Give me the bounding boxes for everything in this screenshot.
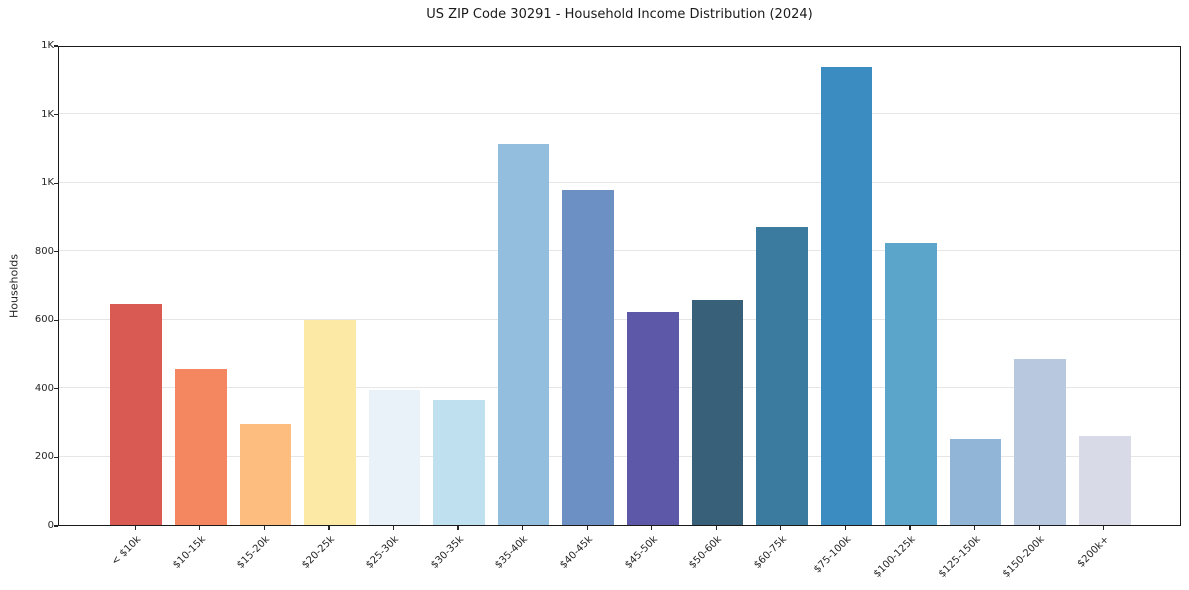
x-tick-mark bbox=[522, 526, 524, 530]
x-tick-label: $40-45k bbox=[558, 534, 595, 571]
y-tick-label: 1K bbox=[41, 108, 54, 120]
bar bbox=[110, 303, 163, 525]
y-tick-label: 600 bbox=[34, 314, 54, 326]
x-tick-label: $150-200k bbox=[1001, 534, 1047, 580]
x-tick-mark bbox=[263, 526, 265, 530]
bar bbox=[368, 389, 421, 525]
bar bbox=[756, 226, 808, 525]
bar bbox=[562, 189, 615, 525]
bar bbox=[885, 242, 937, 525]
x-tick-label: $35-40k bbox=[493, 534, 531, 571]
x-tick-label: $15-20k bbox=[235, 534, 273, 571]
bar bbox=[626, 312, 679, 525]
bar bbox=[497, 144, 550, 525]
chart-title: US ZIP Code 30291 - Household Income Dis… bbox=[426, 7, 813, 22]
gridline bbox=[59, 250, 1180, 252]
y-tick-mark bbox=[54, 45, 58, 47]
bar bbox=[1078, 435, 1131, 525]
x-tick-mark bbox=[844, 526, 847, 530]
x-tick-mark bbox=[134, 526, 136, 530]
x-tick-label: $30-35k bbox=[428, 534, 466, 571]
y-axis-ticks: 0 200 400 600 800 1K 1K 1K bbox=[0, 0, 54, 590]
x-tick-mark bbox=[586, 526, 588, 530]
y-tick-mark bbox=[54, 525, 58, 527]
x-tick-mark bbox=[651, 526, 653, 530]
x-tick-label: $45-50k bbox=[622, 534, 660, 571]
x-tick-mark bbox=[909, 526, 911, 530]
x-tick-mark bbox=[1038, 526, 1040, 530]
bar bbox=[175, 369, 227, 525]
x-tick-label: $25-30k bbox=[364, 534, 402, 571]
plot-canvas bbox=[59, 47, 1180, 525]
x-tick-mark bbox=[392, 526, 395, 530]
x-tick-label: $50-60k bbox=[687, 534, 725, 571]
y-tick-label: 0 bbox=[47, 520, 54, 531]
bar bbox=[691, 300, 744, 525]
bar bbox=[433, 399, 485, 525]
y-tick-label: 1K bbox=[41, 177, 54, 189]
gridline bbox=[59, 181, 1180, 183]
x-tick-label: $60-75k bbox=[751, 534, 789, 571]
y-tick-label: 200 bbox=[34, 451, 54, 463]
y-tick-mark bbox=[54, 388, 58, 390]
y-tick-mark bbox=[54, 456, 58, 459]
bar bbox=[949, 439, 1002, 525]
x-tick-mark bbox=[780, 526, 782, 530]
x-tick-mark bbox=[199, 526, 201, 530]
x-tick-mark bbox=[1103, 526, 1105, 530]
gridline bbox=[59, 455, 1180, 457]
y-tick-mark bbox=[54, 319, 58, 321]
y-tick-mark bbox=[54, 113, 58, 116]
y-tick-label: 1K bbox=[41, 40, 54, 51]
y-tick-mark bbox=[54, 182, 58, 184]
x-tick-label: $125-150k bbox=[936, 534, 983, 580]
gridline bbox=[59, 113, 1180, 115]
y-tick-mark bbox=[54, 251, 58, 253]
bar bbox=[820, 67, 873, 525]
x-tick-label: $75-100k bbox=[811, 534, 854, 576]
x-tick-label: $100-125k bbox=[871, 534, 918, 580]
gridline bbox=[59, 387, 1180, 389]
x-tick-mark bbox=[328, 526, 330, 530]
x-tick-label: $200k+ bbox=[1075, 534, 1112, 570]
x-tick-mark bbox=[457, 526, 459, 530]
x-axis-ticks: < $10k $10-15k $15-20k $20-25k $25-30k $30-35… bbox=[58, 527, 1181, 589]
plot-area bbox=[58, 46, 1181, 526]
x-tick-mark bbox=[973, 526, 976, 530]
x-tick-label: < $10k bbox=[109, 534, 144, 568]
x-tick-label: $10-15k bbox=[170, 534, 208, 571]
gridline bbox=[59, 318, 1180, 320]
y-tick-label: 800 bbox=[34, 245, 54, 257]
bar bbox=[239, 423, 292, 525]
x-tick-label: $20-25k bbox=[299, 534, 337, 571]
y-tick-label: 400 bbox=[34, 382, 54, 394]
bar bbox=[1014, 358, 1066, 525]
x-tick-mark bbox=[715, 526, 717, 530]
bar bbox=[304, 319, 356, 525]
